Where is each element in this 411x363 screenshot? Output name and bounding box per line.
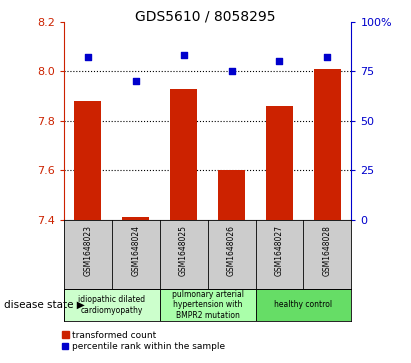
- Point: [228, 68, 235, 74]
- Bar: [314, 69, 341, 220]
- Text: GSM1648025: GSM1648025: [179, 225, 188, 276]
- Text: pulmonary arterial
hypertension with
BMPR2 mutation: pulmonary arterial hypertension with BMP…: [171, 290, 244, 320]
- Text: GSM1648027: GSM1648027: [275, 225, 284, 276]
- Text: GSM1648024: GSM1648024: [131, 225, 140, 276]
- Point: [324, 54, 331, 60]
- Text: GSM1648028: GSM1648028: [323, 225, 332, 276]
- Text: idiopathic dilated
cardiomyopathy: idiopathic dilated cardiomyopathy: [78, 295, 145, 315]
- Text: GDS5610 / 8058295: GDS5610 / 8058295: [135, 9, 276, 23]
- Bar: [218, 170, 245, 220]
- Text: disease state ▶: disease state ▶: [4, 300, 85, 310]
- Bar: [159, 289, 256, 321]
- Bar: [122, 217, 149, 220]
- Text: healthy control: healthy control: [275, 301, 332, 309]
- Legend: transformed count, percentile rank within the sample: transformed count, percentile rank withi…: [58, 327, 229, 355]
- Point: [84, 54, 91, 60]
- Point: [276, 58, 283, 64]
- Bar: [171, 89, 197, 220]
- Bar: [266, 106, 293, 220]
- Bar: [74, 101, 101, 220]
- Bar: [256, 289, 351, 321]
- Text: GSM1648023: GSM1648023: [83, 225, 92, 276]
- Text: GSM1648026: GSM1648026: [227, 225, 236, 276]
- Point: [180, 53, 187, 58]
- Point: [132, 78, 139, 84]
- Bar: [64, 289, 159, 321]
